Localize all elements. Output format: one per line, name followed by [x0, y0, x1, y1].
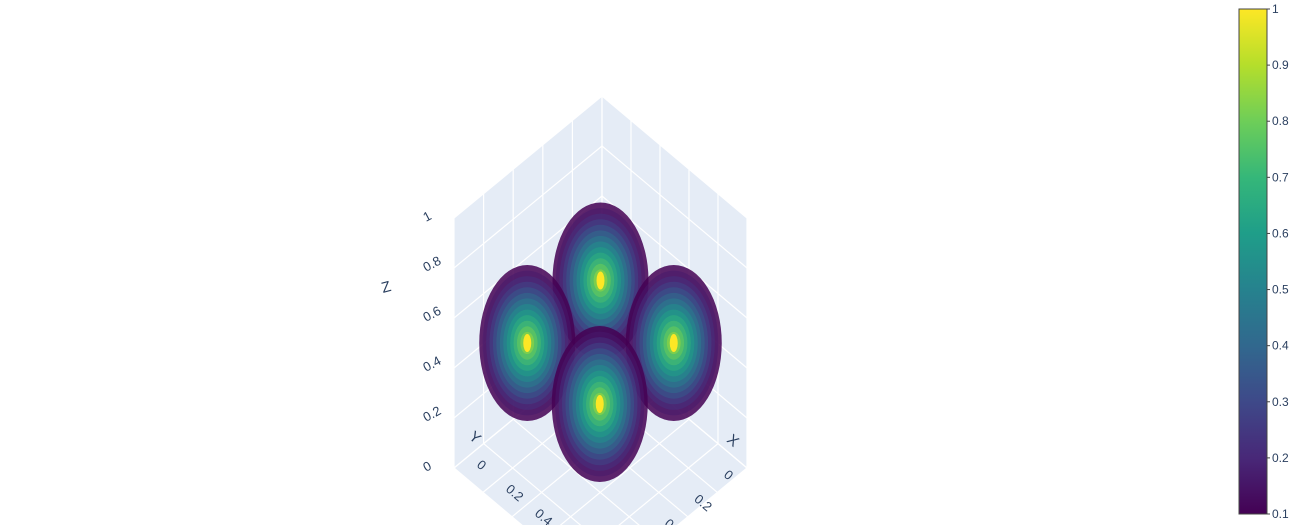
grid-line	[559, 418, 690, 525]
colorbar: 0.1 0.2 0.3 0.4 0.5 0.6 0.7 0.8 0.9 1	[1238, 2, 1289, 521]
z-axis-title: Z	[380, 278, 393, 297]
y-tick-label: 0.4	[662, 516, 685, 525]
z-tick-label: 0	[420, 458, 433, 475]
blob-1	[552, 202, 649, 359]
z-tick-label: 0.4	[420, 353, 443, 375]
colorbar-tick-label: 0.2	[1272, 451, 1289, 465]
blob-3	[625, 265, 722, 421]
grid-line	[512, 418, 640, 525]
grid-line	[601, 95, 748, 219]
blob-4	[551, 326, 648, 482]
colorbar-tick-label: 0.6	[1272, 226, 1289, 240]
z-tick-label: 0.6	[420, 303, 443, 325]
blob-core	[523, 334, 532, 352]
z-tick-label: 0.2	[420, 403, 443, 425]
grid-line	[601, 145, 748, 269]
blob-2	[479, 265, 576, 421]
colorbar-tick-label: 0.4	[1272, 339, 1289, 353]
colorbar-tick-label: 0.7	[1272, 170, 1289, 184]
z-tick-label: 1	[420, 208, 433, 225]
colorbar-tick-label: 0.5	[1272, 283, 1289, 297]
colorbar-ticks: 0.1 0.2 0.3 0.4 0.5 0.6 0.7 0.8 0.9 1	[1267, 2, 1289, 521]
volume-blobs	[479, 202, 722, 482]
colorbar-tick-label: 0.1	[1272, 507, 1289, 521]
colorbar-tick-label: 0.9	[1272, 58, 1289, 72]
blob-core	[669, 334, 678, 352]
colorbar-tick-label: 1	[1272, 2, 1279, 16]
colorbar-tick-label: 0.3	[1272, 395, 1289, 409]
z-tick-label: 0.8	[420, 253, 443, 275]
grid-line	[453, 145, 603, 269]
colorbar-tick-label: 0.8	[1272, 114, 1289, 128]
grid-line	[453, 95, 603, 219]
blob-core	[595, 395, 604, 413]
grid-line	[676, 467, 748, 525]
grid-line	[453, 467, 523, 525]
blob-core	[596, 271, 605, 290]
colorbar-gradient	[1238, 8, 1268, 515]
grid-line	[618, 443, 719, 525]
grid-line	[483, 443, 582, 525]
